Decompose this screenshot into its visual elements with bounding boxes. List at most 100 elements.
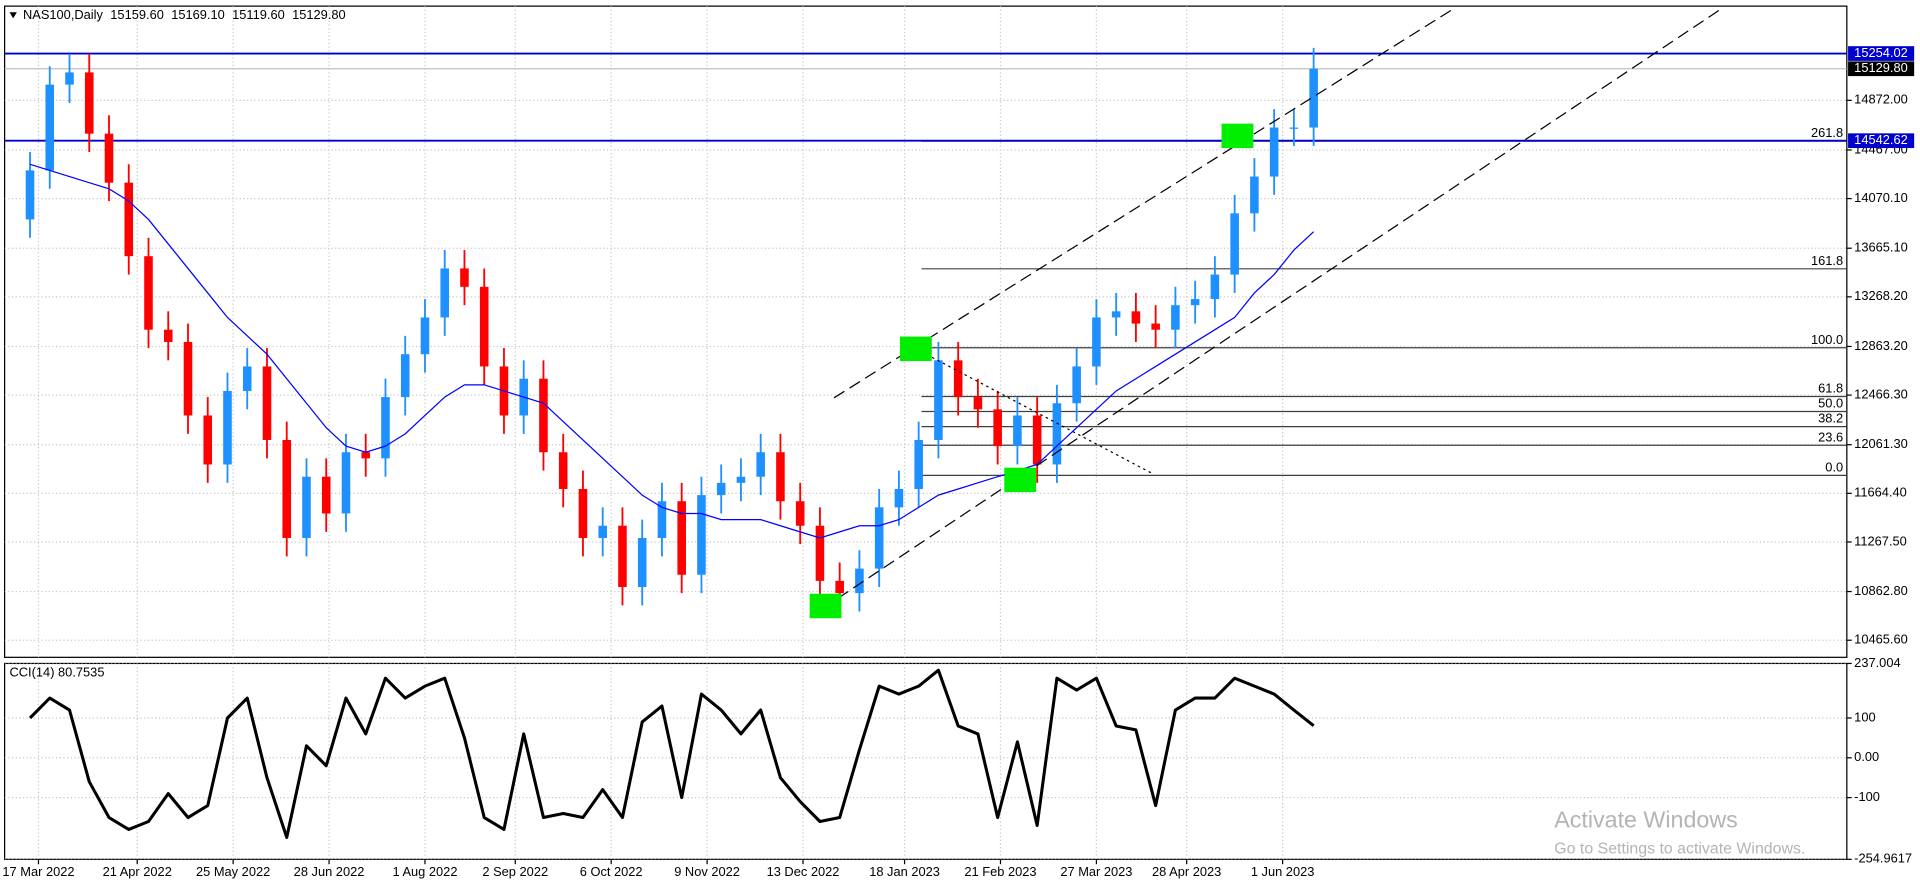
fib-label: 261.8 (1811, 125, 1843, 140)
candle-body (163, 329, 173, 342)
candle-body (855, 568, 864, 594)
y-tick-label: 12863.20 (1854, 338, 1908, 353)
cci-line (28, 668, 1315, 839)
trendline (822, 9, 1721, 609)
y-tick-label: 13665.10 (1854, 240, 1908, 255)
price-label-bg (1848, 133, 1915, 149)
y-tick-label: 13268.20 (1854, 288, 1908, 303)
trendline (915, 348, 1154, 475)
candle-body (894, 488, 904, 508)
fib-label: 61.8 (1818, 381, 1843, 396)
candle-body (558, 452, 568, 489)
candle-body (1289, 127, 1299, 129)
candle-body (25, 170, 35, 220)
candle-body (657, 501, 667, 538)
y-tick-label: 12466.30 (1854, 386, 1908, 401)
y-tick-label: 237.004 (1854, 655, 1900, 670)
candle-body (361, 452, 371, 459)
candle-body (1151, 323, 1160, 330)
candle-body (1190, 299, 1200, 306)
candle-body (341, 452, 351, 514)
candle-body (637, 537, 647, 587)
candle-body (400, 354, 410, 398)
cci-panel (4, 662, 1848, 860)
candle-body (144, 256, 153, 330)
candle-body (104, 133, 114, 183)
y-tick-label: 14070.10 (1854, 190, 1908, 205)
cci-title: CCI(14) 80.7535 (10, 665, 105, 680)
header-text: 15169.10 (171, 7, 225, 22)
price-plot: 0.0 23.6 38.250.061.8 100.0 161.8 261.8 (4, 6, 1847, 658)
candle-body (618, 525, 627, 587)
x-tick-label: 1 Aug 2022 (392, 864, 457, 879)
candle-body (84, 72, 94, 134)
fib-label: 38.2 (1818, 411, 1843, 426)
candle-body (874, 507, 884, 569)
x-tick-label: 21 Feb 2023 (964, 864, 1036, 879)
fib-label: 23.6 (1818, 429, 1843, 444)
swing-marker (809, 593, 842, 619)
chart-header: NAS100,Daily 15159.60 15169.10 15119.60 1512… (23, 7, 346, 22)
trendline (833, 9, 1453, 399)
candle-body (1072, 366, 1081, 404)
candle-body (598, 525, 607, 538)
cci-plot (4, 663, 1847, 860)
candle-body (65, 72, 74, 85)
candle-body (124, 182, 134, 257)
candle-body (1013, 415, 1022, 447)
candle-body (578, 488, 588, 538)
x-tick-label: 28 Jun 2022 (294, 864, 365, 879)
candle-body (440, 268, 450, 318)
x-tick-label: 27 Mar 2023 (1060, 864, 1132, 879)
y-tick-label: 11664.40 (1854, 485, 1907, 500)
header-text: 15159.60 (110, 7, 164, 22)
watermark-subtitle: Go to Settings to activate Windows. (1554, 841, 1805, 858)
price-panel (4, 5, 1848, 658)
y-tick-label: 100 (1854, 709, 1875, 724)
candle-body (934, 360, 943, 440)
x-tick-label: 6 Oct 2022 (580, 864, 643, 879)
candle-body (1250, 176, 1259, 214)
header-text: NAS100,Daily (23, 7, 104, 22)
x-tick-label: 25 May 2022 (196, 864, 270, 879)
y-tick-label: 12061.30 (1854, 436, 1908, 451)
y-tick-label: 14872.00 (1854, 92, 1908, 107)
candle-body (45, 84, 55, 171)
swing-marker (1221, 123, 1254, 149)
candle-body (420, 317, 430, 355)
candle-body (539, 378, 548, 453)
candle-body (460, 268, 469, 287)
candle-body (242, 366, 252, 391)
y-tick-label: 10465.60 (1854, 632, 1908, 647)
x-tick-label: 21 Apr 2022 (103, 864, 172, 879)
candle-body (953, 360, 963, 398)
candle-body (776, 452, 785, 502)
x-tick-label: 18 Jan 2023 (869, 864, 940, 879)
candle-body (815, 525, 825, 581)
candle-body (993, 409, 1002, 447)
menu-triangle[interactable] (9, 12, 17, 19)
candle-body (1309, 68, 1318, 128)
swing-marker (1004, 467, 1037, 493)
fib-label: 50.0 (1818, 396, 1843, 411)
candle-body (756, 452, 765, 477)
fib-label: 100.0 (1811, 332, 1843, 347)
candle-body (381, 397, 390, 459)
candle-body (736, 476, 746, 483)
fib-label: 161.8 (1811, 253, 1843, 268)
candle-body (973, 397, 983, 410)
candle-body (914, 439, 923, 489)
candle-body (203, 415, 213, 465)
price-label: 15254.02 (1854, 45, 1908, 60)
candle-body (1210, 274, 1220, 300)
candle-body (697, 495, 706, 575)
candle-body (795, 501, 805, 526)
candle-body (1131, 311, 1141, 324)
candle-body (716, 482, 726, 496)
candle-body (302, 476, 311, 538)
swing-marker (899, 336, 932, 362)
x-tick-label: 17 Mar 2022 (2, 864, 74, 879)
candle-body (1032, 415, 1042, 465)
header-text: 15129.80 (292, 7, 346, 22)
